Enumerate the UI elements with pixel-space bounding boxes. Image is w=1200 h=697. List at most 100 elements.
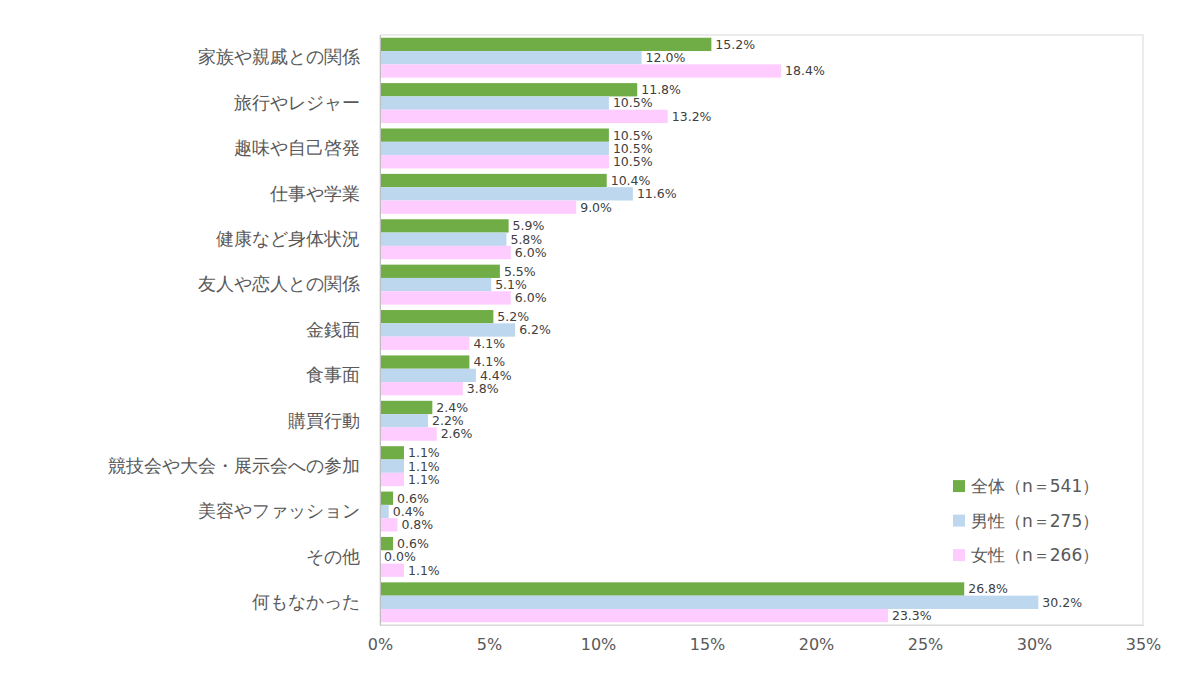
- bar: [380, 609, 888, 622]
- x-tick: 30%: [1017, 625, 1053, 654]
- bar: [380, 518, 397, 531]
- y-tick: 何もなかった: [252, 591, 380, 612]
- x-tick: 0%: [368, 625, 393, 654]
- y-tick: 食事面: [306, 364, 380, 385]
- bar: [380, 64, 781, 77]
- data-label: 3.8%: [467, 381, 499, 396]
- data-label: 30.2%: [1042, 595, 1082, 610]
- bar: [380, 291, 511, 304]
- y-tick-label: 趣味や自己啓発: [234, 137, 360, 158]
- y-tick: その他: [306, 546, 380, 567]
- y-tick: 家族や親戚との関係: [198, 46, 380, 67]
- data-label: 2.6%: [441, 426, 473, 441]
- y-tick: 趣味や自己啓発: [234, 137, 380, 158]
- chart: 15.2%11.8%10.5%10.4%5.9%5.5%5.2%4.1%2.4%…: [0, 0, 1200, 697]
- y-tick-label: 食事面: [306, 364, 360, 385]
- plot-frame: [380, 35, 1143, 625]
- bar: [380, 38, 711, 51]
- x-tick: 5%: [477, 625, 502, 654]
- data-label: 10.5%: [613, 95, 653, 110]
- series: [380, 38, 964, 596]
- y-tick-label: 何もなかった: [252, 591, 360, 612]
- x-tick-label: 20%: [799, 635, 835, 654]
- data-label: 13.2%: [672, 109, 712, 124]
- y-tick: 友人や恋人との関係: [198, 273, 380, 294]
- y-tick: 健康など身体状況: [216, 228, 380, 249]
- data-label: 6.0%: [515, 290, 547, 305]
- bar: [380, 323, 515, 336]
- bar: [380, 564, 404, 577]
- bar: [380, 337, 469, 350]
- legend-label: 男性（n＝275）: [971, 511, 1099, 531]
- bar: [380, 355, 469, 368]
- bar: [380, 142, 609, 155]
- x-tick-label: 30%: [1017, 635, 1053, 654]
- x-tick: 35%: [1126, 625, 1162, 654]
- bar: [380, 459, 404, 472]
- y-axis: 家族や親戚との関係旅行やレジャー趣味や自己啓発仕事や学業健康など身体状況友人や恋…: [108, 36, 381, 626]
- bar: [380, 446, 404, 459]
- bar: [380, 427, 437, 440]
- bar: [380, 369, 476, 382]
- data-label: 23.3%: [892, 608, 932, 623]
- bar: [380, 246, 511, 259]
- bar: [380, 473, 404, 486]
- bar: [380, 401, 432, 414]
- y-tick-label: 家族や親戚との関係: [198, 46, 360, 67]
- bar: [380, 128, 609, 141]
- data-label: 26.8%: [968, 581, 1008, 596]
- y-tick-label: 健康など身体状況: [216, 228, 360, 249]
- y-tick-label: 旅行やレジャー: [234, 92, 360, 113]
- bar: [380, 174, 607, 187]
- y-tick: 旅行やレジャー: [234, 92, 380, 113]
- data-labels: 15.2%11.8%10.5%10.4%5.9%5.5%5.2%4.1%2.4%…: [384, 37, 1082, 623]
- data-label: 11.6%: [637, 186, 677, 201]
- bar: [380, 492, 393, 505]
- x-tick: 15%: [690, 625, 726, 654]
- bar: [380, 51, 642, 64]
- x-tick-label: 5%: [477, 635, 502, 654]
- x-tick: 25%: [908, 625, 944, 654]
- bar: [380, 537, 393, 550]
- series: [380, 64, 888, 622]
- bar: [380, 505, 389, 518]
- legend: 全体（n＝541） 男性（n＝275） 女性（n＝266）: [953, 476, 1099, 565]
- x-tick-label: 35%: [1126, 635, 1162, 654]
- bar: [380, 233, 506, 246]
- legend-item: 男性（n＝275）: [953, 511, 1099, 531]
- y-tick: 仕事や学業: [269, 183, 380, 204]
- bar: [380, 96, 609, 109]
- y-tick-label: その他: [306, 546, 360, 567]
- bars: [380, 38, 1038, 623]
- y-tick-label: 友人や恋人との関係: [198, 273, 360, 294]
- data-label: 10.5%: [613, 154, 653, 169]
- bar: [380, 110, 668, 123]
- bar: [380, 310, 493, 323]
- bar: [380, 265, 500, 278]
- y-tick-label: 仕事や学業: [269, 183, 360, 204]
- bar: [380, 187, 633, 200]
- data-label: 4.1%: [473, 336, 505, 351]
- y-tick-label: 金銭面: [306, 319, 360, 340]
- data-label: 18.4%: [785, 63, 825, 78]
- y-tick: 購買行動: [288, 410, 380, 431]
- series: [380, 51, 1038, 609]
- data-label: 6.0%: [515, 245, 547, 260]
- data-label: 0.8%: [401, 517, 433, 532]
- x-tick: 20%: [799, 625, 835, 654]
- legend-label: 女性（n＝266）: [971, 545, 1099, 565]
- x-tick: 10%: [581, 625, 617, 654]
- bar: [380, 83, 637, 96]
- legend-swatch: [953, 480, 965, 492]
- x-axis-line: [381, 625, 1144, 626]
- data-label: 15.2%: [715, 37, 755, 52]
- y-tick: 金銭面: [306, 319, 380, 340]
- bar: [380, 414, 428, 427]
- x-tick-label: 10%: [581, 635, 617, 654]
- bar: [380, 582, 964, 595]
- x-axis: 0% 5% 10% 15% 20% 25% 30% 35%: [368, 625, 1161, 654]
- data-label: 6.2%: [519, 322, 551, 337]
- data-label: 1.1%: [408, 472, 440, 487]
- legend-item: 女性（n＝266）: [953, 545, 1099, 565]
- legend-label: 全体（n＝541）: [971, 476, 1099, 496]
